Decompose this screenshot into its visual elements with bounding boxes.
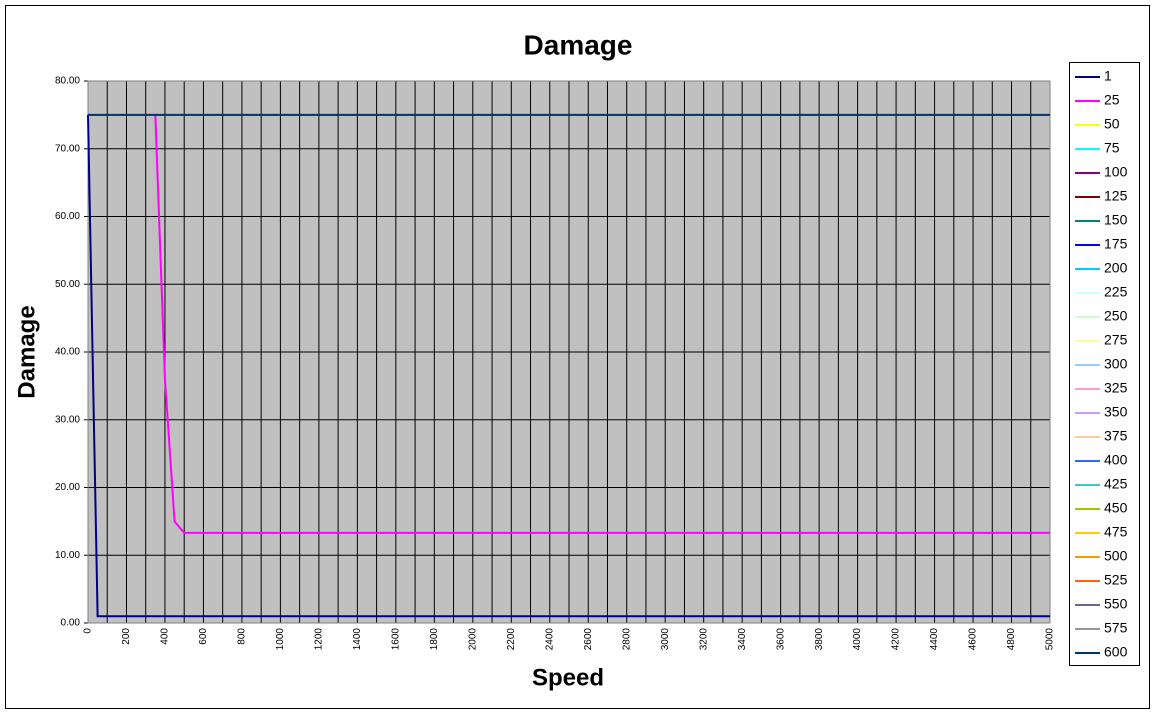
y-tick-label: 0.00: [61, 618, 81, 629]
legend-label: 275: [1104, 332, 1128, 348]
x-tick-label: 0: [83, 628, 94, 634]
legend-label: 475: [1104, 524, 1128, 540]
y-tick-label: 70.00: [55, 143, 80, 154]
x-tick-label: 2200: [506, 628, 517, 651]
x-tick-label: 3400: [737, 628, 748, 651]
legend-label: 75: [1104, 140, 1120, 156]
x-tick-label: 1600: [390, 628, 401, 651]
legend-label: 50: [1104, 116, 1120, 132]
legend-label: 1: [1104, 68, 1112, 84]
x-tick-label: 5000: [1045, 628, 1056, 651]
x-tick-label: 200: [121, 628, 132, 645]
legend-label: 375: [1104, 428, 1128, 444]
y-axis-label: Damage: [13, 305, 40, 398]
legend-label: 525: [1104, 572, 1128, 588]
plot-border: [87, 80, 1051, 624]
x-tick-label: 4600: [968, 628, 979, 651]
y-tick-label: 40.00: [55, 347, 80, 358]
chart-title: Damage: [524, 29, 633, 60]
x-tick-label: 1000: [275, 628, 286, 651]
x-tick-label: 3800: [814, 628, 825, 651]
x-tick-label: 4000: [852, 628, 863, 651]
x-tick-label: 3600: [775, 628, 786, 651]
legend-label: 100: [1104, 164, 1128, 180]
x-tick-label: 3200: [698, 628, 709, 651]
y-tick-label: 60.00: [55, 211, 80, 222]
x-tick-label: 800: [237, 628, 248, 645]
legend-label: 150: [1104, 212, 1128, 228]
legend-label: 500: [1104, 548, 1128, 564]
y-tick-label: 10.00: [55, 550, 80, 561]
x-tick-label: 4400: [929, 628, 940, 651]
y-tick-label: 20.00: [55, 482, 80, 493]
legend-label: 350: [1104, 404, 1128, 420]
x-tick-label: 1200: [314, 628, 325, 651]
x-tick-label: 400: [160, 628, 171, 645]
x-tick-label: 2000: [467, 628, 478, 651]
legend-label: 575: [1104, 620, 1128, 636]
legend-label: 175: [1104, 236, 1128, 252]
x-tick-label: 4800: [1006, 628, 1017, 651]
legend-label: 400: [1104, 452, 1128, 468]
legend-label: 300: [1104, 356, 1128, 372]
series-line: [154, 114, 1050, 534]
x-tick-label: 2400: [544, 628, 555, 651]
series-line: [87, 114, 1050, 618]
legend-label: 225: [1104, 284, 1128, 300]
x-tick-label: 2800: [621, 628, 632, 651]
legend-label: 550: [1104, 596, 1128, 612]
legend-label: 25: [1104, 92, 1120, 108]
x-tick-label: 4200: [891, 628, 902, 651]
legend-label: 425: [1104, 476, 1128, 492]
x-tick-label: 1800: [429, 628, 440, 651]
y-tick-label: 30.00: [55, 414, 80, 425]
legend-label: 600: [1104, 644, 1128, 660]
legend-label: 325: [1104, 380, 1128, 396]
y-tick-label: 80.00: [55, 76, 80, 87]
x-tick-label: 3000: [660, 628, 671, 651]
legend-label: 200: [1104, 260, 1128, 276]
legend-label: 125: [1104, 188, 1128, 204]
x-tick-label: 1400: [352, 628, 363, 651]
y-tick-label: 50.00: [55, 279, 80, 290]
x-tick-label: 600: [198, 628, 209, 645]
legend-label: 450: [1104, 500, 1128, 516]
x-axis-label: Speed: [532, 664, 604, 691]
x-tick-label: 2600: [583, 628, 594, 651]
legend-label: 250: [1104, 308, 1128, 324]
